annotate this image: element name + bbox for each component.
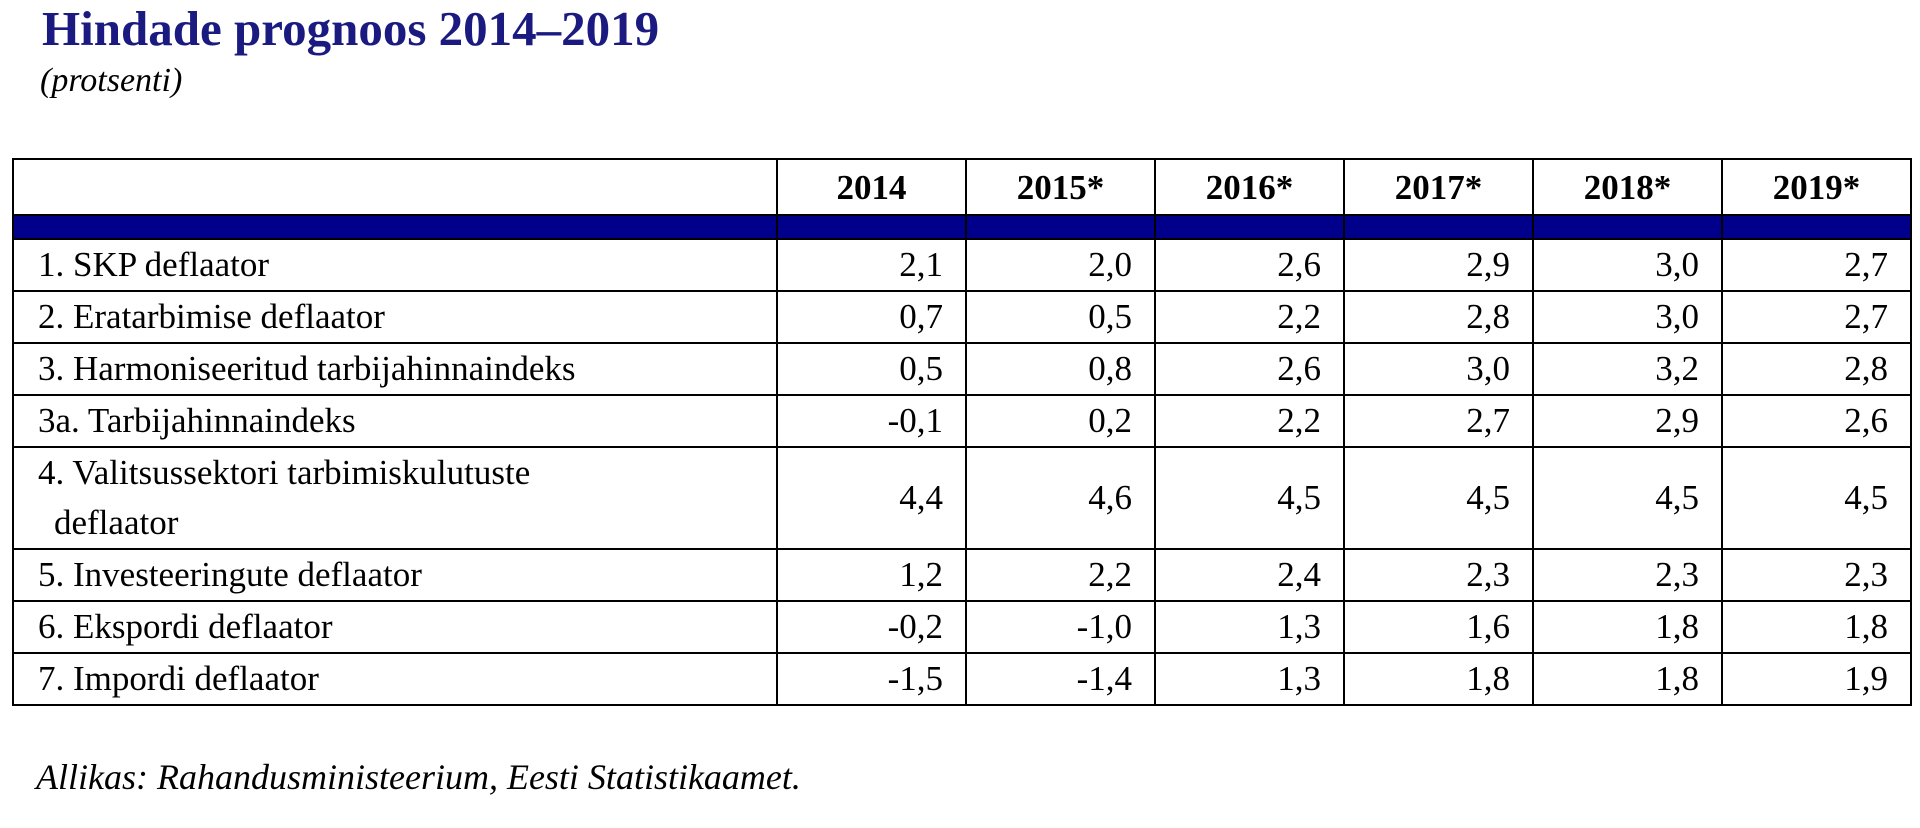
- table-row: 5. Investeeringute deflaator 1,2 2,2 2,4…: [12, 548, 1912, 602]
- table-cell: 4,4: [776, 446, 967, 550]
- table-cell: 4,5: [1721, 446, 1912, 550]
- table-cell: 1,8: [1532, 600, 1723, 654]
- table-row: 2. Eratarbimise deflaator 0,7 0,5 2,2 2,…: [12, 290, 1912, 344]
- table-cell: 4,6: [965, 446, 1156, 550]
- table-cell: 2,3: [1721, 548, 1912, 602]
- header-row: 2014 2015* 2016* 2017* 2018* 2019*: [12, 158, 1912, 216]
- table-row: 3. Harmoniseeritud tarbijahinnaindeks 0,…: [12, 342, 1912, 396]
- table-cell: 2,2: [1154, 394, 1345, 448]
- table-cell: 2,8: [1343, 290, 1534, 344]
- table-cell: 2,9: [1343, 238, 1534, 292]
- table-cell: 2,2: [965, 548, 1156, 602]
- source-note: Allikas: Rahandusministeerium, Eesti Sta…: [36, 757, 801, 797]
- table-cell: 3,0: [1532, 238, 1723, 292]
- table-cell: 1,8: [1532, 652, 1723, 706]
- table-cell: 1,9: [1721, 652, 1912, 706]
- header-cell-year: 2017*: [1343, 158, 1534, 216]
- table-cell: 2,2: [1154, 290, 1345, 344]
- row-label: 1. SKP deflaator: [12, 238, 778, 292]
- row-label: 3. Harmoniseeritud tarbijahinnaindeks: [12, 342, 778, 396]
- table-cell: 4,5: [1154, 446, 1345, 550]
- page-subtitle: (protsenti): [40, 62, 183, 99]
- table-cell: 2,0: [965, 238, 1156, 292]
- table-cell: 2,6: [1154, 238, 1345, 292]
- table-cell: 2,7: [1343, 394, 1534, 448]
- table-cell: 2,9: [1532, 394, 1723, 448]
- row-label: 3a. Tarbijahinnaindeks: [12, 394, 778, 448]
- table-cell: 1,3: [1154, 652, 1345, 706]
- row-label: 4. Valitsussektori tarbimiskulutuste def…: [12, 446, 778, 550]
- table-cell: 1,8: [1343, 652, 1534, 706]
- table-cell: 2,3: [1532, 548, 1723, 602]
- table-cell: 0,7: [776, 290, 967, 344]
- table-cell: -0,2: [776, 600, 967, 654]
- header-cell-year: 2019*: [1721, 158, 1912, 216]
- header-cell-year: 2014: [776, 158, 967, 216]
- table-cell: 0,8: [965, 342, 1156, 396]
- table-cell: 0,5: [965, 290, 1156, 344]
- row-label-continuation: deflaator: [54, 503, 179, 542]
- table-cell: 2,7: [1721, 290, 1912, 344]
- header-band: [12, 214, 1912, 240]
- row-label: 5. Investeeringute deflaator: [12, 548, 778, 602]
- table-cell: 1,8: [1721, 600, 1912, 654]
- table-cell: 0,5: [776, 342, 967, 396]
- table-cell: 2,7: [1721, 238, 1912, 292]
- row-label-line: 4. Valitsussektori tarbimiskulutuste: [38, 453, 531, 492]
- band-cell: [1343, 214, 1534, 240]
- table-row: 7. Impordi deflaator -1,5 -1,4 1,3 1,8 1…: [12, 652, 1912, 706]
- band-cell: [1721, 214, 1912, 240]
- row-label: 6. Ekspordi deflaator: [12, 600, 778, 654]
- header-cell-label: [12, 158, 778, 216]
- table-cell: -0,1: [776, 394, 967, 448]
- table-cell: 2,8: [1721, 342, 1912, 396]
- table-cell: -1,4: [965, 652, 1156, 706]
- header-cell-year: 2018*: [1532, 158, 1723, 216]
- table-row: 1. SKP deflaator 2,1 2,0 2,6 2,9 3,0 2,7: [12, 238, 1912, 292]
- row-label: 7. Impordi deflaator: [12, 652, 778, 706]
- table-cell: 2,6: [1721, 394, 1912, 448]
- row-label: 2. Eratarbimise deflaator: [12, 290, 778, 344]
- header-cell-year: 2015*: [965, 158, 1156, 216]
- table-row: 3a. Tarbijahinnaindeks -0,1 0,2 2,2 2,7 …: [12, 394, 1912, 448]
- price-forecast-table: 2014 2015* 2016* 2017* 2018* 2019* 1. SK…: [12, 158, 1912, 706]
- table-cell: 3,0: [1532, 290, 1723, 344]
- table-cell: -1,0: [965, 600, 1156, 654]
- band-cell: [1532, 214, 1723, 240]
- table-cell: 1,6: [1343, 600, 1534, 654]
- table-cell: 1,3: [1154, 600, 1345, 654]
- table-cell: 3,0: [1343, 342, 1534, 396]
- table-cell: 2,4: [1154, 548, 1345, 602]
- page-title: Hindade prognoos 2014–2019: [42, 1, 660, 56]
- table-cell: 4,5: [1532, 446, 1723, 550]
- table-cell: 4,5: [1343, 446, 1534, 550]
- band-cell: [965, 214, 1156, 240]
- table-cell: -1,5: [776, 652, 967, 706]
- table-row: 6. Ekspordi deflaator -0,2 -1,0 1,3 1,6 …: [12, 600, 1912, 654]
- band-cell: [12, 214, 778, 240]
- table-cell: 2,1: [776, 238, 967, 292]
- header-cell-year: 2016*: [1154, 158, 1345, 216]
- table-cell: 2,3: [1343, 548, 1534, 602]
- band-cell: [1154, 214, 1345, 240]
- table-cell: 0,2: [965, 394, 1156, 448]
- table-cell: 2,6: [1154, 342, 1345, 396]
- table-row: 4. Valitsussektori tarbimiskulutuste def…: [12, 446, 1912, 550]
- table-cell: 1,2: [776, 548, 967, 602]
- band-cell: [776, 214, 967, 240]
- table-cell: 3,2: [1532, 342, 1723, 396]
- data-table: 2014 2015* 2016* 2017* 2018* 2019* 1. SK…: [12, 158, 1912, 706]
